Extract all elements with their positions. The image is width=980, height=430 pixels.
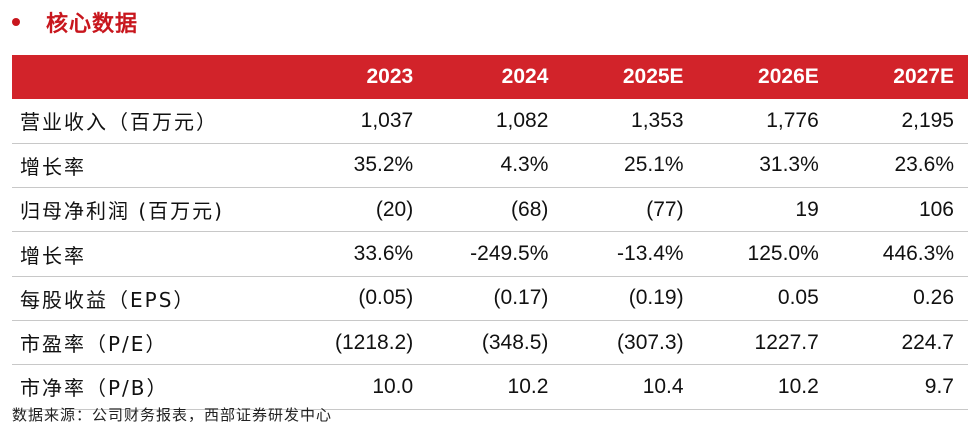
core-data-table: 2023 2024 2025E 2026E 2027E 营业收入（百万元） 1,…	[12, 55, 968, 410]
section-header: 核心数据	[12, 4, 138, 40]
table-row: 每股收益（EPS） (0.05) (0.17) (0.19) 0.05 0.26	[12, 276, 968, 321]
table-cell: 224.7	[901, 330, 954, 354]
column-header: 2027E	[893, 65, 954, 88]
row-label: 归母净利润 (百万元)	[20, 199, 224, 224]
table-cell: (0.19)	[628, 286, 684, 310]
table-cell: 4.3%	[500, 153, 549, 177]
table-cell: 35.2%	[353, 153, 414, 177]
table-cell: 10.0	[372, 374, 414, 398]
bullet-icon	[12, 18, 20, 26]
table-row: 归母净利润 (百万元) (20) (68) (77) 19 106	[12, 188, 968, 232]
row-label: 增长率	[20, 154, 86, 179]
table-row: 市盈率（P/E） (1218.2) (348.5) (307.3) 1227.7…	[12, 320, 968, 365]
header-corner	[12, 55, 292, 99]
table-cell: -249.5%	[470, 242, 549, 266]
source-note: 数据来源：公司财务报表，西部证券研发中心	[12, 406, 333, 424]
table-cell: 0.05	[777, 286, 819, 310]
table-cell: 23.6%	[894, 153, 954, 177]
table-cell: 9.7	[924, 374, 954, 398]
table-cell: 0.26	[913, 286, 954, 310]
table-cell: 10.2	[777, 374, 819, 398]
table-cell: 1227.7	[754, 330, 819, 354]
table-row: 营业收入（百万元） 1,037 1,082 1,353 1,776 2,195	[12, 99, 968, 144]
row-label: 营业收入（百万元）	[20, 110, 218, 135]
table-cell: 125.0%	[747, 242, 819, 266]
table-cell: (77)	[646, 197, 684, 221]
column-header: 2023	[366, 65, 414, 88]
row-label: 市净率（P/B）	[20, 376, 169, 401]
section-title: 核心数据	[46, 12, 139, 37]
table-cell: (307.3)	[617, 330, 684, 354]
table-cell: 1,353	[631, 108, 684, 132]
column-header: 2026E	[758, 65, 819, 88]
table-cell: (20)	[375, 197, 414, 221]
table-cell: (1218.2)	[334, 330, 414, 354]
table-cell: 106	[918, 197, 954, 221]
table-cell: (0.05)	[358, 286, 414, 310]
table-cell: 19	[795, 197, 819, 221]
row-label: 增长率	[20, 243, 86, 268]
table-cell: 1,037	[360, 108, 414, 132]
table-row: 市净率（P/B） 10.0 10.2 10.4 10.2 9.7	[12, 365, 968, 410]
table-row: 增长率 33.6% -249.5% -13.4% 125.0% 446.3%	[12, 232, 968, 277]
table-cell: 1,082	[495, 108, 549, 132]
table-cell: 446.3%	[882, 242, 954, 266]
table-cell: 2,195	[901, 108, 954, 132]
table-cell: (68)	[511, 197, 549, 221]
table-header-row: 2023 2024 2025E 2026E 2027E	[12, 55, 968, 99]
table-cell: 31.3%	[759, 153, 819, 177]
table-cell: -13.4%	[617, 242, 684, 266]
column-header: 2025E	[622, 65, 684, 88]
table-cell: (0.17)	[493, 286, 549, 310]
column-header: 2024	[501, 65, 549, 88]
row-label: 每股收益（EPS）	[20, 287, 196, 312]
table-cell: (348.5)	[481, 330, 549, 354]
table-cell: 1,776	[766, 108, 819, 132]
table-cell: 10.4	[642, 374, 684, 398]
table-cell: 10.2	[507, 374, 549, 398]
row-label: 市盈率（P/E）	[20, 332, 168, 357]
table-row: 增长率 35.2% 4.3% 25.1% 31.3% 23.6%	[12, 143, 968, 188]
table-cell: 33.6%	[353, 242, 414, 266]
table-cell: 25.1%	[624, 153, 684, 177]
